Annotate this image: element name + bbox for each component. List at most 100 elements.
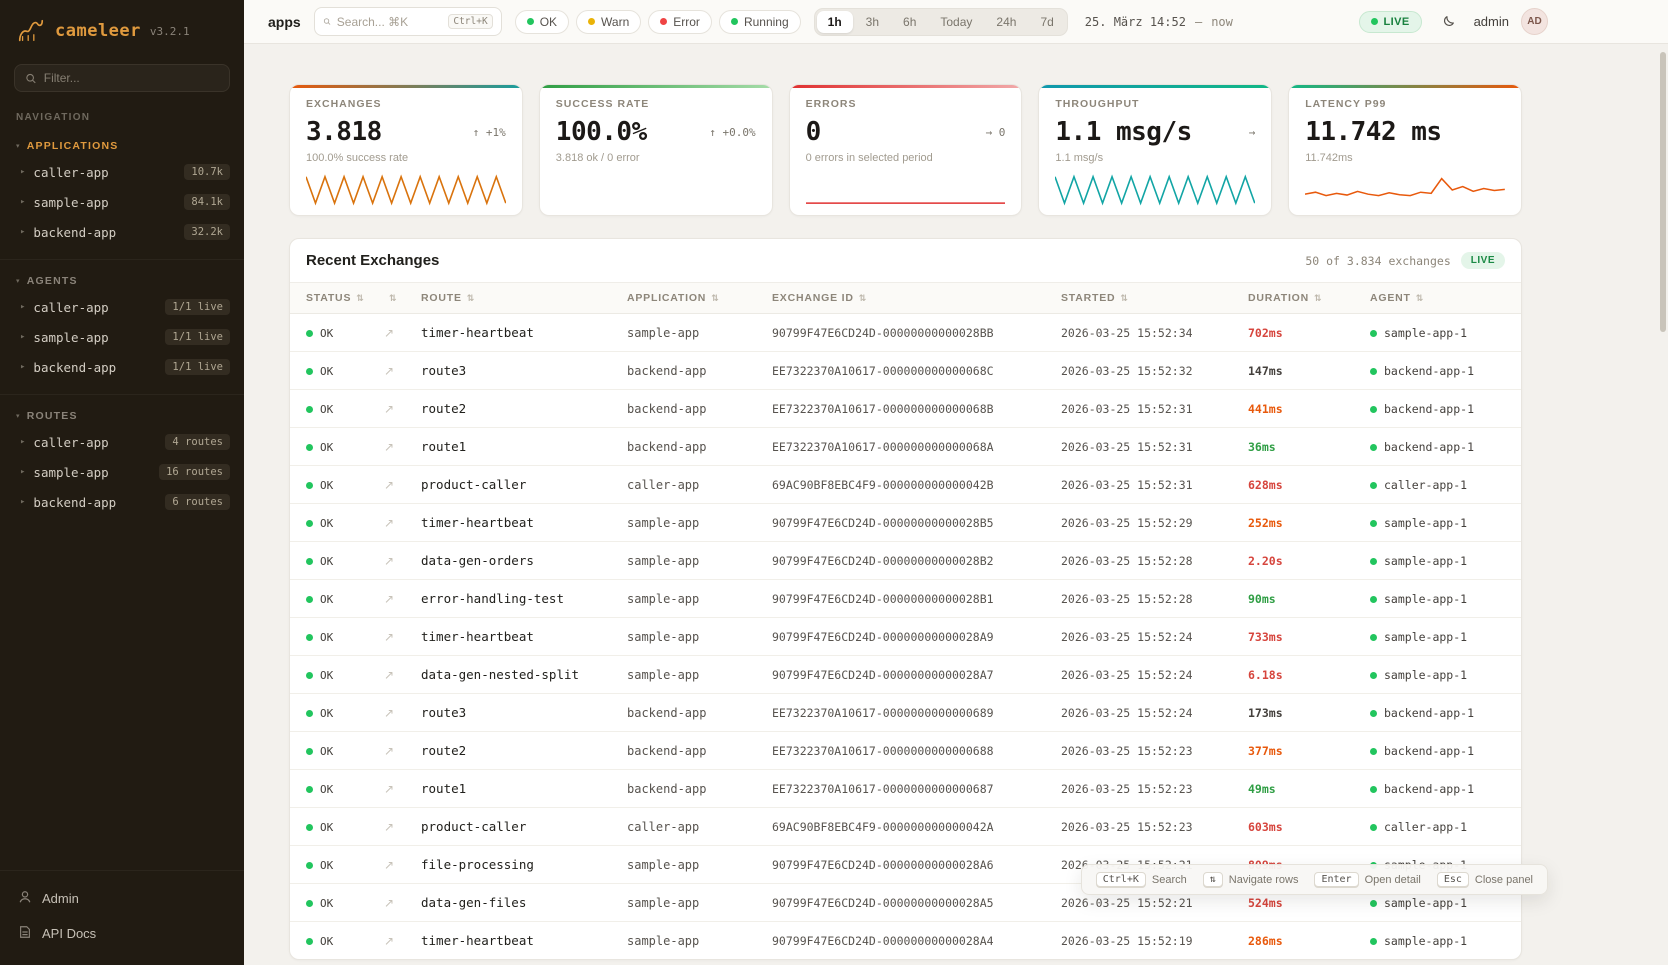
date-range[interactable]: 25. März 14:52 — now bbox=[1085, 15, 1233, 29]
column-header-started[interactable]: STARTED ⇅ bbox=[1049, 282, 1236, 314]
agent-label: sample-app-1 bbox=[1384, 325, 1468, 340]
theme-toggle[interactable] bbox=[1434, 8, 1462, 36]
card-accent-strip bbox=[539, 85, 772, 88]
sidebar-item-routes-sample-app[interactable]: ▸ sample-app 16 routes bbox=[0, 457, 244, 487]
chevron-right-icon: ▸ bbox=[20, 362, 26, 372]
breadcrumb[interactable]: apps bbox=[268, 13, 301, 30]
column-header-exchange-id[interactable]: EXCHANGE ID ⇅ bbox=[760, 282, 1049, 314]
open-detail-icon[interactable]: ↗ bbox=[384, 553, 395, 568]
sidebar-item-applications-sample-app[interactable]: ▸ sample-app 84.1k bbox=[0, 187, 244, 217]
table-row[interactable]: OK ↗ timer-heartbeat sample-app 90799F47E6CD… bbox=[290, 617, 1521, 656]
sidebar-item-agents-backend-app[interactable]: ▸ backend-app 1/1 live bbox=[0, 352, 244, 382]
recent-exchanges-panel: Recent Exchanges 50 of 3.834 exchanges L… bbox=[289, 238, 1522, 960]
cell-status: OK bbox=[290, 503, 372, 542]
cell-agent: caller-app-1 bbox=[1358, 465, 1521, 504]
table-row[interactable]: OK ↗ timer-heartbeat sample-app 90799F47E6CD… bbox=[290, 922, 1521, 960]
table-row[interactable]: OK ↗ data-gen-orders sample-app 90799F47E6CD… bbox=[290, 541, 1521, 580]
table-row[interactable]: OK ↗ data-gen-nested-split sample-app 90799F… bbox=[290, 655, 1521, 694]
stat-value: 3.818 bbox=[306, 117, 382, 147]
sidebar-item-routes-backend-app[interactable]: ▸ backend-app 6 routes bbox=[0, 487, 244, 517]
scrollbar-thumb[interactable] bbox=[1660, 52, 1666, 332]
open-detail-icon[interactable]: ↗ bbox=[384, 477, 395, 492]
hint-item: ⇅ Navigate rows bbox=[1202, 872, 1298, 887]
open-detail-icon[interactable]: ↗ bbox=[384, 933, 395, 948]
table-row[interactable]: OK ↗ route2 backend-app EE7322370A10617-0000… bbox=[290, 389, 1521, 428]
cell-exchange-id: 90799F47E6CD24D-00000000000028A5 bbox=[760, 883, 1049, 922]
cell-exchange-id: EE7322370A10617-000000000000068B bbox=[760, 389, 1049, 428]
open-detail-icon[interactable]: ↗ bbox=[384, 325, 395, 340]
sidebar-footer-api-docs[interactable]: API Docs bbox=[0, 916, 244, 951]
filter-input[interactable] bbox=[43, 71, 219, 85]
sidebar-item-agents-sample-app[interactable]: ▸ sample-app 1/1 live bbox=[0, 322, 244, 352]
cell-route: file-processing bbox=[409, 845, 615, 884]
filter-chip-warn[interactable]: Warn bbox=[576, 9, 642, 34]
table-row[interactable]: OK ↗ route3 backend-app EE7322370A10617-0000… bbox=[290, 693, 1521, 732]
open-detail-icon[interactable]: ↗ bbox=[384, 819, 395, 834]
table-row[interactable]: OK ↗ route1 backend-app EE7322370A10617-0000… bbox=[290, 769, 1521, 808]
time-range-1h[interactable]: 1h bbox=[816, 10, 853, 33]
chip-label: Error bbox=[673, 14, 700, 29]
search-input[interactable] bbox=[336, 14, 443, 29]
sidebar-item-applications-backend-app[interactable]: ▸ backend-app 32.2k bbox=[0, 217, 244, 247]
cell-route: product-caller bbox=[409, 465, 615, 504]
open-detail-icon[interactable]: ↗ bbox=[384, 705, 395, 720]
status-ok-dot bbox=[306, 709, 313, 717]
open-detail-icon[interactable]: ↗ bbox=[384, 667, 395, 682]
cell-application: backend-app bbox=[615, 351, 760, 390]
column-header-status[interactable]: STATUS ⇅ bbox=[290, 282, 372, 314]
column-header-agent[interactable]: AGENT ⇅ bbox=[1358, 282, 1521, 314]
time-range-24h[interactable]: 24h bbox=[985, 11, 1027, 33]
time-range-6h[interactable]: 6h bbox=[892, 11, 927, 33]
sidebar-item-badge: 1/1 live bbox=[165, 299, 230, 315]
search-shortcut: Ctrl+K bbox=[448, 14, 493, 29]
open-detail-icon[interactable]: ↗ bbox=[384, 363, 395, 378]
column-header-route[interactable]: ROUTE ⇅ bbox=[409, 282, 615, 314]
open-detail-icon[interactable]: ↗ bbox=[384, 743, 395, 758]
column-header-actions[interactable]: ⇅ bbox=[372, 282, 409, 314]
avatar[interactable]: AD bbox=[1521, 8, 1548, 35]
table-row[interactable]: OK ↗ route2 backend-app EE7322370A10617-0000… bbox=[290, 731, 1521, 770]
open-detail-icon[interactable]: ↗ bbox=[384, 401, 395, 416]
column-header-duration[interactable]: DURATION ⇅ bbox=[1236, 282, 1358, 314]
agent-live-dot bbox=[1370, 367, 1377, 375]
stat-title: LATENCY P99 bbox=[1305, 98, 1387, 110]
cell-route: route2 bbox=[409, 389, 615, 428]
table-row[interactable]: OK ↗ error-handling-test sample-app 90799F47… bbox=[290, 579, 1521, 618]
filter-chip-ok[interactable]: OK bbox=[514, 9, 570, 34]
hint-key: ⇅ bbox=[1202, 872, 1223, 887]
filter-chip-running[interactable]: Running bbox=[718, 9, 801, 34]
sidebar-footer-admin[interactable]: Admin bbox=[0, 881, 244, 916]
filter-chip-error[interactable]: Error bbox=[648, 9, 712, 34]
open-detail-icon[interactable]: ↗ bbox=[384, 629, 395, 644]
open-detail-icon[interactable]: ↗ bbox=[384, 895, 395, 910]
open-detail-icon[interactable]: ↗ bbox=[384, 781, 395, 796]
sidebar-item-agents-caller-app[interactable]: ▸ caller-app 1/1 live bbox=[0, 292, 244, 322]
global-search[interactable]: Ctrl+K bbox=[313, 7, 502, 36]
table-row[interactable]: OK ↗ timer-heartbeat sample-app 90799F47E6CD… bbox=[290, 503, 1521, 542]
cell-route: data-gen-orders bbox=[409, 541, 615, 580]
cell-route: timer-heartbeat bbox=[421, 933, 534, 948]
cell-agent: sample-app-1 bbox=[1358, 655, 1521, 694]
cell-exchange-id: EE7322370A10617-0000000000000688 bbox=[760, 731, 1049, 770]
open-detail-icon[interactable]: ↗ bbox=[384, 439, 395, 454]
sidebar-item-routes-caller-app[interactable]: ▸ caller-app 4 routes bbox=[0, 427, 244, 457]
column-header-application[interactable]: APPLICATION ⇅ bbox=[615, 282, 760, 314]
table-row[interactable]: OK ↗ route3 backend-app EE7322370A10617-0000… bbox=[290, 351, 1521, 390]
table-row[interactable]: OK ↗ product-caller caller-app 69AC90BF8EBC4… bbox=[290, 465, 1521, 504]
open-detail-icon[interactable]: ↗ bbox=[384, 857, 395, 872]
live-toggle[interactable]: LIVE bbox=[1358, 10, 1422, 33]
time-range-7d[interactable]: 7d bbox=[1029, 11, 1064, 33]
open-detail-icon[interactable]: ↗ bbox=[384, 515, 395, 530]
table-row[interactable]: OK ↗ product-caller caller-app 69AC90BF8EBC4… bbox=[290, 807, 1521, 846]
sort-icon: ⇅ bbox=[389, 293, 398, 303]
cell-started: 2026-03-25 15:52:19 bbox=[1061, 933, 1193, 948]
exchanges-tbody: OK ↗ timer-heartbeat sample-app 90799F47E6CD… bbox=[290, 313, 1521, 960]
table-row[interactable]: OK ↗ timer-heartbeat sample-app 90799F47E6CD… bbox=[290, 313, 1521, 352]
time-range-3h[interactable]: 3h bbox=[855, 11, 890, 33]
cell-status: OK bbox=[290, 427, 372, 466]
sidebar-filter[interactable] bbox=[14, 64, 230, 92]
time-range-today[interactable]: Today bbox=[929, 11, 983, 33]
open-detail-icon[interactable]: ↗ bbox=[384, 591, 395, 606]
table-row[interactable]: OK ↗ route1 backend-app EE7322370A10617-0000… bbox=[290, 427, 1521, 466]
sidebar-item-applications-caller-app[interactable]: ▸ caller-app 10.7k bbox=[0, 157, 244, 187]
